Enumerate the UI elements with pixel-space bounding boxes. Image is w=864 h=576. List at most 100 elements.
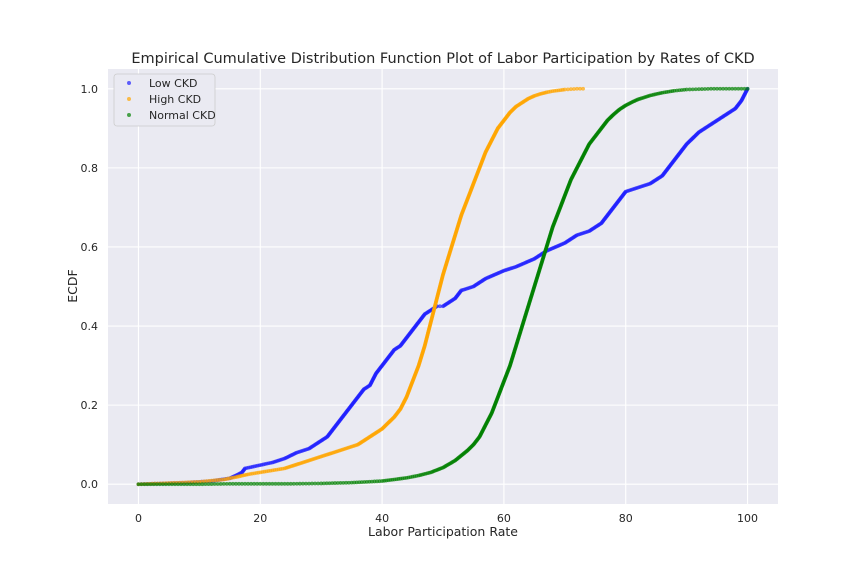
data-point bbox=[261, 481, 266, 486]
data-point bbox=[179, 482, 183, 487]
legend-label-high-ckd: High CKD bbox=[149, 93, 201, 106]
data-point bbox=[569, 87, 573, 92]
data-point bbox=[727, 86, 732, 91]
y-tick-label: 0.8 bbox=[81, 162, 99, 175]
plot-background bbox=[108, 69, 778, 504]
data-point bbox=[276, 481, 281, 486]
x-tick-label: 100 bbox=[737, 512, 758, 525]
data-point bbox=[151, 482, 156, 487]
data-point bbox=[173, 482, 177, 487]
data-point bbox=[304, 481, 308, 486]
data-point bbox=[279, 481, 284, 486]
data-point bbox=[230, 481, 235, 486]
chart-title: Empirical Cumulative Distribution Functi… bbox=[131, 51, 754, 67]
data-point bbox=[188, 482, 193, 487]
data-point bbox=[288, 481, 293, 486]
data-point bbox=[185, 482, 190, 487]
data-point bbox=[742, 86, 747, 91]
data-point bbox=[745, 86, 750, 91]
data-point bbox=[191, 482, 196, 487]
data-point bbox=[327, 481, 332, 486]
data-marks bbox=[136, 86, 750, 487]
data-point bbox=[224, 481, 229, 486]
data-point bbox=[733, 86, 738, 91]
data-point bbox=[218, 482, 223, 486]
y-tick-label: 0.4 bbox=[81, 320, 99, 333]
data-point bbox=[176, 482, 180, 487]
data-point bbox=[699, 87, 704, 91]
data-point bbox=[297, 481, 302, 486]
data-point bbox=[221, 482, 226, 486]
data-point bbox=[206, 482, 211, 487]
data-point bbox=[709, 86, 713, 91]
data-point bbox=[319, 481, 324, 486]
data-point bbox=[322, 481, 326, 486]
data-point bbox=[194, 482, 199, 487]
x-tick-label: 60 bbox=[497, 512, 511, 525]
data-point bbox=[203, 482, 208, 487]
x-tick-label: 80 bbox=[619, 512, 633, 525]
data-point bbox=[294, 481, 299, 486]
data-point bbox=[703, 87, 707, 91]
data-point bbox=[341, 480, 346, 485]
data-point bbox=[249, 481, 254, 486]
legend-label-normal-ckd: Normal CKD bbox=[149, 109, 216, 122]
data-point bbox=[578, 86, 582, 91]
data-point bbox=[282, 481, 287, 486]
data-point bbox=[712, 86, 716, 91]
data-point bbox=[690, 87, 695, 92]
data-point bbox=[163, 482, 168, 487]
data-point bbox=[316, 481, 321, 486]
data-point bbox=[215, 482, 220, 486]
data-point bbox=[721, 86, 726, 91]
data-point bbox=[687, 87, 692, 92]
x-tick-label: 40 bbox=[375, 512, 389, 525]
data-point bbox=[234, 481, 238, 486]
data-point bbox=[243, 481, 247, 486]
data-point bbox=[157, 482, 162, 487]
data-point bbox=[715, 86, 719, 91]
data-point bbox=[160, 482, 165, 487]
data-point bbox=[264, 481, 269, 486]
data-point bbox=[324, 481, 329, 486]
data-point bbox=[258, 481, 263, 486]
data-point bbox=[330, 481, 335, 486]
data-point bbox=[338, 481, 343, 485]
data-point bbox=[139, 482, 144, 487]
data-point bbox=[310, 481, 314, 486]
data-point bbox=[252, 481, 257, 486]
data-point bbox=[246, 481, 250, 486]
series-high-ckd bbox=[136, 86, 585, 487]
data-point bbox=[346, 480, 351, 485]
data-point bbox=[145, 482, 150, 487]
data-point bbox=[307, 481, 311, 486]
data-point bbox=[285, 481, 290, 486]
legend-label-low-ckd: Low CKD bbox=[149, 77, 198, 90]
data-point bbox=[335, 481, 340, 485]
data-point bbox=[209, 482, 214, 486]
legend-box bbox=[113, 73, 216, 127]
data-point bbox=[267, 481, 272, 486]
data-point bbox=[706, 86, 710, 91]
data-point bbox=[273, 481, 278, 486]
data-point bbox=[167, 482, 171, 487]
y-tick-label: 0.2 bbox=[81, 399, 99, 412]
series-normal-ckd bbox=[136, 86, 750, 487]
data-point bbox=[182, 482, 187, 487]
data-point bbox=[575, 86, 579, 91]
data-point bbox=[212, 482, 217, 486]
data-point bbox=[344, 480, 348, 485]
x-axis-label: Labor Participation Rate bbox=[368, 524, 518, 539]
y-tick-label: 1.0 bbox=[81, 83, 99, 96]
y-tick-labels: 0.0 0.2 0.4 0.6 0.8 1.0 bbox=[81, 83, 99, 491]
data-point bbox=[730, 86, 735, 91]
data-point bbox=[438, 304, 442, 309]
y-tick-label: 0.6 bbox=[81, 241, 99, 254]
data-point bbox=[197, 482, 202, 487]
data-point bbox=[255, 481, 260, 486]
legend-marker-high-ckd bbox=[127, 97, 131, 101]
data-point bbox=[693, 87, 698, 92]
data-point bbox=[696, 87, 701, 92]
data-point bbox=[572, 87, 576, 91]
legend-marker-normal-ckd bbox=[127, 113, 131, 117]
